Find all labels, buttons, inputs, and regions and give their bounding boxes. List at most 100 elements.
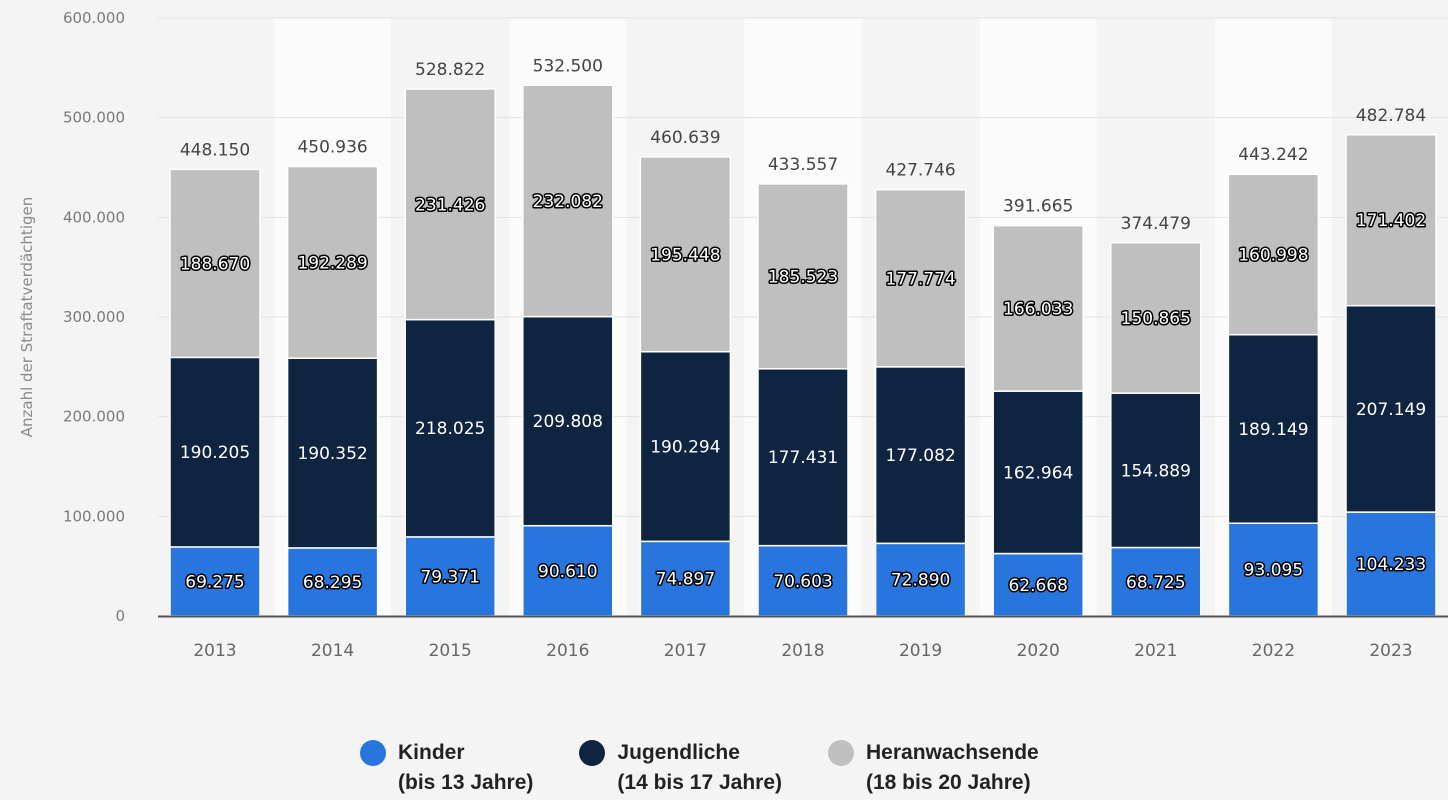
y-axis-title: Anzahl der Straftatverdächtigen [18, 197, 36, 437]
bar-value-label: 190.205 [180, 443, 250, 463]
y-tick-label: 0 [115, 607, 125, 625]
x-tick-label: 2020 [1017, 641, 1060, 661]
bar-value-label: 195.448 [650, 245, 720, 265]
bar-total-label: 448.150 [180, 140, 250, 160]
bar-segment [757, 368, 849, 547]
bar-value-label: 190.294 [650, 438, 720, 458]
bar-total-label: 528.822 [415, 60, 485, 80]
bar-value-label: 74.897 [656, 570, 715, 590]
x-tick-label: 2022 [1252, 641, 1295, 661]
bar-segment [639, 350, 732, 543]
bar-value-label: 209.808 [533, 412, 603, 432]
legend-label-jugendliche: Jugendliche [617, 741, 740, 764]
bar-value-label: 68.725 [1126, 573, 1185, 593]
bar-value-label: 62.668 [1008, 576, 1067, 596]
bar-value-label: 79.371 [420, 567, 479, 587]
bar-value-label: 207.149 [1356, 400, 1426, 420]
x-tick-label: 2018 [781, 641, 824, 661]
x-tick-label: 2015 [429, 641, 472, 661]
bar-value-label: 70.603 [773, 572, 832, 592]
bar-value-label: 188.670 [180, 254, 250, 274]
bar-segment [286, 357, 379, 549]
bar-segment [1345, 304, 1437, 513]
bar-value-label: 93.095 [1244, 561, 1303, 581]
x-tick-label: 2013 [193, 641, 236, 661]
bar-value-label: 68.295 [303, 573, 362, 593]
legend-item-heranwachsende[interactable]: Heranwachsende (18 bis 20 Jahre) [828, 738, 1039, 798]
bar-total-label: 482.784 [1356, 106, 1426, 126]
legend-sublabel-heranwachsende: (18 bis 20 Jahre) [866, 771, 1031, 794]
legend-dot-heranwachsende [828, 740, 854, 766]
bar-value-label: 177.082 [885, 446, 955, 466]
y-tick-label: 400.000 [63, 208, 125, 226]
bar-segment [1227, 173, 1320, 336]
y-tick-label: 500.000 [63, 109, 125, 127]
stacked-bar-chart: 0 100.000 200.000 300.000 400.000 500.000 600.… [18, 9, 1448, 661]
bar-value-label: 231.426 [415, 195, 485, 215]
bar-value-label: 190.352 [297, 444, 367, 464]
bar-total-label: 450.936 [297, 138, 367, 158]
bar-segment [169, 168, 261, 359]
y-tick-label: 200.000 [63, 408, 125, 426]
legend-label-heranwachsende: Heranwachsende [866, 741, 1039, 764]
y-tick-label: 300.000 [63, 308, 125, 326]
bar-segment [1345, 134, 1437, 307]
y-tick-label: 100.000 [63, 507, 125, 525]
bar-value-label: 232.082 [533, 192, 603, 212]
bar-value-label: 104.233 [1356, 555, 1426, 575]
x-tick-label: 2016 [546, 641, 589, 661]
bar-segment [1110, 392, 1202, 549]
bar-value-label: 160.998 [1238, 245, 1308, 265]
bar-segment [757, 183, 849, 370]
x-tick-label: 2021 [1134, 641, 1177, 661]
legend-sublabel-kinder: (bis 13 Jahre) [398, 771, 534, 794]
bar-value-label: 154.889 [1121, 461, 1191, 481]
bar-segment [286, 165, 379, 359]
bar-total-label: 443.242 [1238, 145, 1308, 165]
bar-segment [404, 88, 496, 321]
legend-dot-kinder [360, 740, 386, 766]
bar-value-label: 72.890 [891, 571, 950, 591]
legend-item-jugendliche[interactable]: Jugendliche (14 bis 17 Jahre) [579, 738, 782, 798]
legend-dot-jugendliche [579, 740, 606, 766]
bar-segment [404, 318, 496, 538]
bar-segment [992, 552, 1084, 617]
bar-segment [169, 546, 261, 617]
bar-segment [992, 390, 1084, 555]
bar-segment [757, 544, 849, 617]
bar-value-label: 90.610 [538, 562, 597, 582]
bar-value-label: 69.275 [185, 572, 244, 592]
bar-segment [992, 224, 1084, 392]
bar-total-label: 532.500 [533, 56, 603, 76]
bar-segment [639, 156, 732, 353]
x-tick-label: 2019 [899, 641, 942, 661]
bar-value-label: 189.149 [1238, 420, 1308, 440]
bar-value-label: 171.402 [1356, 211, 1426, 231]
bar-total-label: 433.557 [768, 155, 838, 175]
bar-value-label: 218.025 [415, 419, 485, 439]
bar-value-label: 166.033 [1003, 299, 1073, 319]
bar-segment [1110, 242, 1202, 394]
bar-segment [404, 536, 496, 617]
bar-value-label: 162.964 [1003, 463, 1073, 483]
bar-segment [522, 84, 614, 318]
bar-segment [169, 356, 261, 548]
bar-value-label: 192.289 [297, 253, 367, 273]
legend-item-kinder[interactable]: Kinder (bis 13 Jahre) [360, 738, 533, 798]
y-tick-label: 600.000 [63, 9, 125, 27]
legend-label-kinder: Kinder [398, 741, 465, 764]
x-tick-label: 2017 [664, 641, 707, 661]
bar-segment [874, 188, 967, 368]
bar-total-label: 391.665 [1003, 197, 1073, 217]
x-tick-label: 2014 [311, 641, 354, 661]
x-tick-label: 2023 [1369, 641, 1412, 661]
bar-total-label: 374.479 [1121, 214, 1191, 234]
bar-segment [874, 366, 967, 545]
bar-value-label: 177.431 [768, 448, 838, 468]
bar-value-label: 185.523 [768, 267, 838, 287]
legend-sublabel-jugendliche: (14 bis 17 Jahre) [617, 771, 782, 794]
bar-segment [1345, 511, 1437, 617]
bar-value-label: 150.865 [1121, 309, 1191, 329]
bar-total-label: 427.746 [885, 161, 955, 181]
